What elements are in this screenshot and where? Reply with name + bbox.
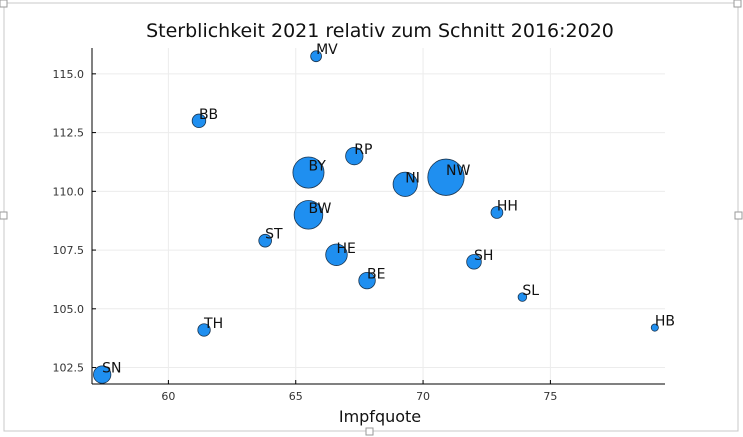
point-label-hb: HB [655,314,675,330]
data-point-mv [310,50,322,63]
point-label-st: ST [265,227,283,243]
data-point-bb [191,113,207,129]
chart-title: Sterblichkeit 2021 relativ zum Schnitt 2… [146,20,614,42]
data-point-hb [650,323,659,332]
point-label-mv: MV [316,42,338,58]
resize-handle-middle-left[interactable] [0,211,8,220]
data-point-rp [345,146,364,166]
point-label-sl: SL [522,283,539,299]
data-point-sl [517,292,528,302]
data-point-he [325,243,348,266]
data-point-by [292,156,325,189]
resize-handle-top-right[interactable] [733,0,742,8]
point-label-he: HE [336,241,355,257]
data-point-st [258,233,272,248]
data-point-bw [293,200,324,230]
point-label-rp: RP [354,142,372,158]
point-label-bb: BB [199,107,218,123]
axis-ticks: 60 65 70 75 102.5 105.0 107.5 110.0 112.5 115.0 [53,68,558,403]
point-label-th: TH [203,316,223,332]
y-tick-label: 107.5 [53,244,85,257]
point-label-sn: SN [102,361,121,377]
point-label-hh: HH [497,198,518,214]
point-labels: MV BB RP BY NI NW HH BW ST HE SH BE SL HB TH SN [102,42,675,376]
x-axis-label: Impfquote [339,407,421,426]
data-point-sh [466,254,482,270]
data-point-be [358,271,376,290]
data-point-hh [490,206,504,219]
x-tick-label: 75 [543,390,557,403]
y-tick-label: 105.0 [53,303,85,316]
x-tick-label: 65 [289,390,303,403]
y-tick-label: 102.5 [53,362,85,375]
resize-handle-bottom-middle[interactable] [365,427,374,436]
data-point-nw [427,158,465,196]
point-label-nw: NW [446,163,470,179]
point-label-be: BE [367,267,385,283]
point-label-by: BY [308,159,326,175]
data-points [93,50,659,384]
point-label-sh: SH [474,248,493,264]
point-label-ni: NI [405,170,420,186]
resize-handle-top-left[interactable] [0,0,8,8]
data-point-ni [392,171,418,197]
x-tick-label: 70 [416,390,430,403]
resize-handle-middle-right[interactable] [734,211,743,220]
grid [92,48,665,384]
data-point-sn [93,365,112,384]
y-tick-label: 110.0 [53,185,85,198]
x-tick-label: 60 [161,390,175,403]
data-point-th [197,323,211,337]
y-tick-label: 115.0 [53,68,85,81]
y-tick-label: 112.5 [53,127,85,140]
point-label-bw: BW [308,201,331,217]
